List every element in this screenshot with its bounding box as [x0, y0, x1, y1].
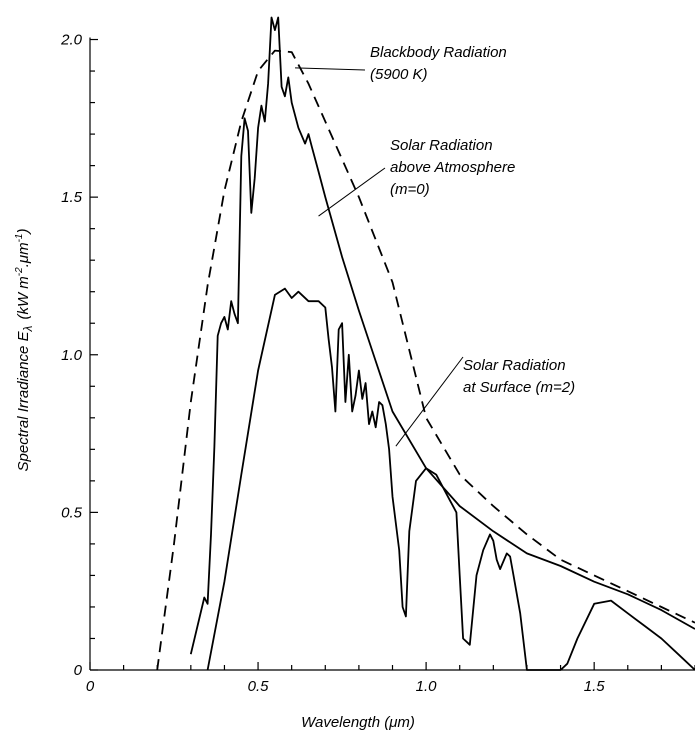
solar-surface-curve: [206, 287, 695, 671]
y-axis-title: Spectral Irradiance Eλ (kW m-2.μm-1): [14, 228, 35, 471]
annotation-label: at Surface (m=2): [463, 379, 575, 396]
x-axis-title: Wavelength (μm): [301, 714, 415, 731]
y-tick-label: 1.5: [61, 189, 83, 206]
x-ticks: 0 0.5 1.0 1.5: [86, 662, 695, 695]
annotation-leader-line: [318, 167, 386, 217]
y-tick-label: 1.0: [61, 347, 83, 364]
annotation-solar-surface: Solar Radiation at Surface (m=2): [395, 356, 575, 447]
x-tick-label: 0.5: [248, 678, 270, 695]
y-axis-title-unit-exp1: -2: [14, 267, 25, 276]
axes: 0 0.5 1.0 1.5 2.0 0 0.5 1.0 1.5: [60, 32, 695, 695]
y-tick-label: 2.0: [60, 32, 83, 49]
y-ticks: 0 0.5 1.0 1.5 2.0: [60, 32, 98, 679]
y-axis-title-unit-exp2: -1: [14, 233, 25, 242]
series-layer: [156, 16, 695, 671]
y-axis-title-unit-end: ): [15, 228, 32, 235]
y-axis-title-unit-mid: .μm: [15, 242, 32, 267]
y-tick-label: 0.5: [61, 504, 83, 521]
annotation-leader-line: [395, 356, 464, 447]
annotation-label: Solar Radiation: [463, 357, 566, 374]
annotation-leader-line: [295, 67, 366, 71]
annotation-blackbody: Blackbody Radiation (5900 K): [295, 44, 507, 83]
y-axis-title-unit: (kW m: [15, 276, 32, 319]
annotation-solar-above: Solar Radiation above Atmosphere (m=0): [318, 137, 515, 217]
y-tick-label: 0: [74, 662, 83, 679]
solar-above-atmosphere-curve: [189, 16, 695, 655]
annotation-label: (5900 K): [370, 66, 428, 83]
x-tick-label: 1.5: [584, 678, 606, 695]
annotation-label: (m=0): [390, 181, 430, 198]
annotation-label: above Atmosphere: [390, 159, 515, 176]
annotations: Blackbody Radiation (5900 K) Solar Radia…: [295, 44, 575, 447]
annotation-label: Solar Radiation: [390, 137, 493, 154]
annotation-label: Blackbody Radiation: [370, 44, 507, 61]
y-axis-title-main: Spectral Irradiance E: [15, 330, 32, 471]
y-axis-title-subscript: λ: [21, 325, 35, 332]
blackbody-curve: [156, 49, 695, 671]
x-tick-label: 1.0: [416, 678, 438, 695]
x-tick-label: 0: [86, 678, 95, 695]
